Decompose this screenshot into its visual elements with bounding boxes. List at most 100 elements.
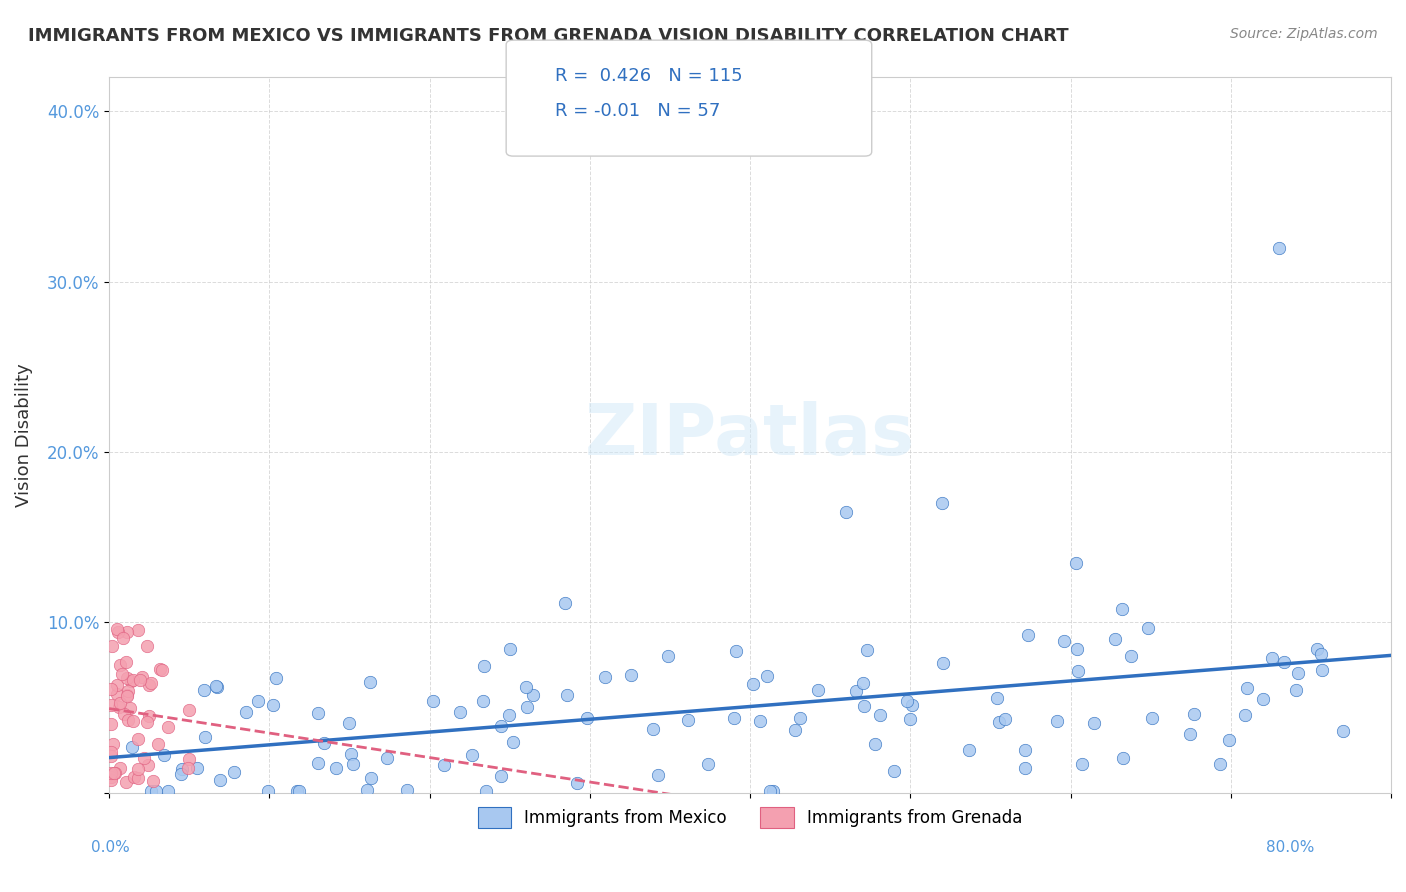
Point bbox=[101, 737, 124, 751]
Point bbox=[156, 784, 179, 798]
Point bbox=[136, 639, 159, 653]
Point bbox=[209, 772, 232, 787]
Point bbox=[1046, 714, 1069, 728]
Point bbox=[725, 644, 748, 658]
Legend: Immigrants from Mexico, Immigrants from Grenada: Immigrants from Mexico, Immigrants from … bbox=[471, 801, 1029, 834]
Point bbox=[139, 784, 162, 798]
Point bbox=[994, 712, 1017, 726]
Point bbox=[852, 676, 875, 690]
Point bbox=[1014, 760, 1036, 774]
Point bbox=[761, 784, 783, 798]
Point bbox=[117, 625, 139, 640]
Point bbox=[1104, 632, 1126, 647]
Point bbox=[557, 688, 579, 702]
Point bbox=[285, 784, 308, 798]
Point bbox=[122, 714, 145, 729]
Point bbox=[118, 700, 141, 714]
Point bbox=[307, 706, 329, 721]
Point bbox=[1268, 241, 1291, 255]
Point bbox=[156, 720, 179, 734]
Point bbox=[235, 706, 257, 720]
Point bbox=[103, 765, 125, 780]
Point bbox=[112, 706, 135, 721]
Point bbox=[789, 711, 811, 725]
Point bbox=[1070, 757, 1092, 772]
Point bbox=[153, 747, 176, 762]
Point bbox=[1251, 692, 1274, 706]
Point bbox=[134, 751, 156, 765]
Point bbox=[121, 740, 143, 755]
Point bbox=[807, 683, 830, 698]
Point bbox=[124, 770, 146, 784]
Point bbox=[193, 682, 215, 697]
Point bbox=[342, 757, 364, 772]
Point bbox=[105, 677, 128, 691]
Point bbox=[1182, 707, 1205, 722]
Point bbox=[257, 784, 280, 798]
Point bbox=[647, 768, 669, 782]
Text: 0.0%: 0.0% bbox=[91, 840, 131, 855]
Point bbox=[1017, 628, 1039, 642]
Point bbox=[856, 642, 879, 657]
Point bbox=[1067, 664, 1090, 678]
Point bbox=[177, 761, 200, 775]
Point bbox=[741, 677, 763, 691]
Point bbox=[1331, 723, 1354, 738]
Point bbox=[474, 784, 496, 798]
Point bbox=[117, 713, 139, 727]
Point bbox=[499, 642, 522, 657]
Point bbox=[104, 765, 127, 780]
Point bbox=[1236, 681, 1258, 695]
Point bbox=[755, 669, 778, 683]
Text: R =  0.426   N = 115: R = 0.426 N = 115 bbox=[555, 67, 742, 85]
Point bbox=[869, 708, 891, 723]
Point bbox=[139, 676, 162, 690]
Point bbox=[127, 762, 149, 776]
Point bbox=[136, 758, 159, 772]
Point bbox=[931, 496, 953, 510]
Text: IMMIGRANTS FROM MEXICO VS IMMIGRANTS FROM GRENADA VISION DISABILITY CORRELATION : IMMIGRANTS FROM MEXICO VS IMMIGRANTS FRO… bbox=[28, 27, 1069, 45]
Point bbox=[1286, 665, 1309, 680]
Point bbox=[100, 698, 122, 712]
Point bbox=[987, 714, 1010, 729]
Point bbox=[852, 699, 875, 714]
Point bbox=[422, 694, 444, 708]
Point bbox=[565, 776, 588, 790]
Point bbox=[502, 735, 524, 749]
Point bbox=[1111, 751, 1133, 765]
Point bbox=[845, 684, 868, 698]
Point bbox=[359, 675, 381, 690]
Point bbox=[110, 761, 132, 775]
Point bbox=[138, 678, 160, 692]
Y-axis label: Vision Disability: Vision Disability bbox=[15, 363, 32, 507]
Point bbox=[205, 680, 228, 694]
Point bbox=[783, 723, 806, 737]
Point bbox=[107, 624, 129, 639]
Point bbox=[986, 691, 1008, 706]
Point bbox=[186, 761, 208, 775]
Point bbox=[264, 671, 287, 685]
Point bbox=[863, 737, 886, 751]
Point bbox=[375, 751, 398, 765]
Point bbox=[136, 714, 159, 729]
Point bbox=[1066, 641, 1088, 656]
Point bbox=[748, 714, 770, 728]
Point bbox=[150, 663, 173, 677]
Point bbox=[115, 655, 138, 669]
Point bbox=[835, 505, 858, 519]
Point bbox=[515, 680, 537, 694]
Point bbox=[1233, 708, 1256, 723]
Point bbox=[1121, 648, 1143, 663]
Point bbox=[1305, 641, 1327, 656]
Point bbox=[146, 737, 169, 751]
Text: R = -0.01   N = 57: R = -0.01 N = 57 bbox=[555, 103, 721, 120]
Point bbox=[121, 673, 143, 688]
Point bbox=[115, 689, 138, 703]
Point bbox=[1111, 602, 1133, 616]
Point bbox=[554, 596, 576, 610]
Point bbox=[307, 756, 329, 771]
Point bbox=[127, 623, 149, 637]
Point bbox=[957, 742, 980, 756]
Point bbox=[489, 719, 512, 733]
Point bbox=[111, 631, 134, 645]
